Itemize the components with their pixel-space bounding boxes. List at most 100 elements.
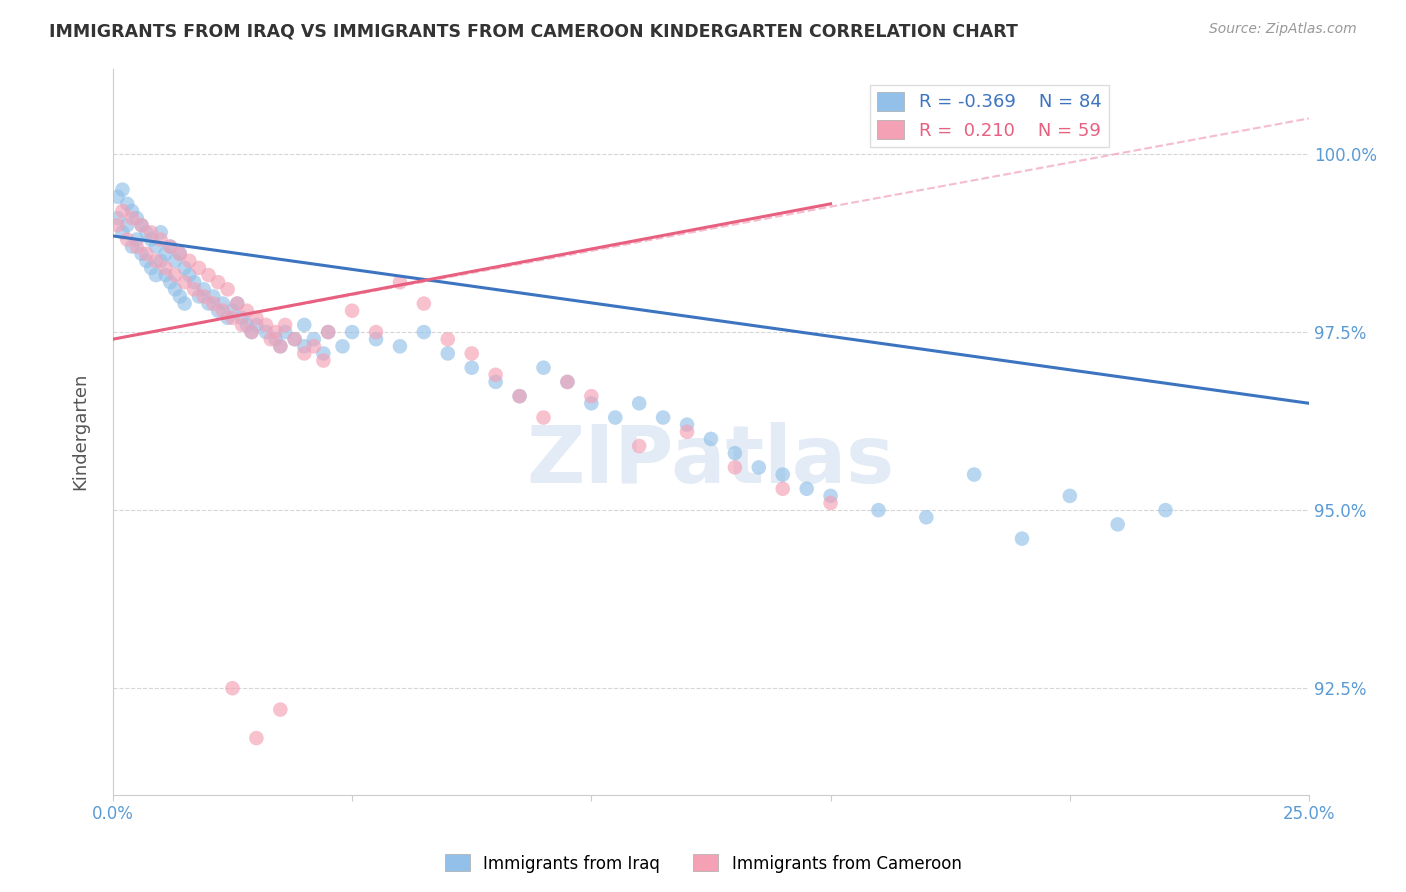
- Point: [111, 204, 134, 219]
- Point: [245, 310, 267, 325]
- Point: [412, 296, 434, 310]
- Point: [236, 318, 259, 332]
- Point: [628, 439, 651, 453]
- Point: [274, 318, 297, 332]
- Point: [581, 389, 603, 403]
- Point: [254, 325, 277, 339]
- Point: [533, 360, 555, 375]
- Point: [963, 467, 986, 482]
- Point: [183, 282, 205, 296]
- Point: [179, 268, 201, 282]
- Point: [820, 489, 842, 503]
- Point: [212, 296, 235, 310]
- Point: [135, 225, 157, 239]
- Point: [107, 218, 129, 232]
- Point: [1059, 489, 1081, 503]
- Point: [1154, 503, 1177, 517]
- Point: [202, 289, 225, 303]
- Point: [628, 396, 651, 410]
- Point: [149, 253, 172, 268]
- Point: [107, 211, 129, 226]
- Point: [121, 204, 143, 219]
- Point: [605, 410, 627, 425]
- Text: Source: ZipAtlas.com: Source: ZipAtlas.com: [1209, 22, 1357, 37]
- Point: [292, 339, 315, 353]
- Point: [292, 346, 315, 360]
- Point: [183, 275, 205, 289]
- Point: [125, 232, 148, 246]
- Point: [240, 325, 263, 339]
- Point: [1107, 517, 1129, 532]
- Y-axis label: Kindergarten: Kindergarten: [72, 373, 89, 491]
- Point: [165, 253, 187, 268]
- Point: [1011, 532, 1033, 546]
- Point: [217, 282, 239, 296]
- Point: [724, 446, 747, 460]
- Point: [796, 482, 818, 496]
- Point: [115, 232, 138, 246]
- Point: [165, 268, 187, 282]
- Point: [125, 239, 148, 253]
- Point: [149, 225, 172, 239]
- Legend: Immigrants from Iraq, Immigrants from Cameroon: Immigrants from Iraq, Immigrants from Ca…: [437, 847, 969, 880]
- Point: [139, 232, 162, 246]
- Point: [302, 332, 325, 346]
- Point: [557, 375, 579, 389]
- Point: [169, 246, 191, 260]
- Point: [139, 225, 162, 239]
- Text: ZIPatlas: ZIPatlas: [527, 422, 896, 500]
- Point: [155, 260, 177, 275]
- Point: [173, 296, 195, 310]
- Point: [581, 396, 603, 410]
- Point: [868, 503, 890, 517]
- Point: [436, 332, 458, 346]
- Point: [197, 268, 219, 282]
- Point: [231, 310, 253, 325]
- Point: [461, 346, 484, 360]
- Point: [188, 289, 211, 303]
- Point: [107, 190, 129, 204]
- Point: [316, 325, 339, 339]
- Point: [155, 246, 177, 260]
- Point: [388, 339, 411, 353]
- Point: [652, 410, 675, 425]
- Point: [772, 482, 794, 496]
- Point: [169, 246, 191, 260]
- Point: [509, 389, 531, 403]
- Point: [193, 289, 215, 303]
- Point: [676, 425, 699, 439]
- Point: [131, 218, 153, 232]
- Point: [115, 218, 138, 232]
- Point: [111, 225, 134, 239]
- Point: [245, 731, 267, 745]
- Point: [226, 296, 249, 310]
- Point: [316, 325, 339, 339]
- Point: [461, 360, 484, 375]
- Point: [212, 303, 235, 318]
- Point: [274, 325, 297, 339]
- Point: [135, 253, 157, 268]
- Point: [388, 275, 411, 289]
- Point: [221, 681, 243, 696]
- Point: [207, 303, 229, 318]
- Point: [264, 325, 287, 339]
- Point: [820, 496, 842, 510]
- Point: [292, 318, 315, 332]
- Point: [284, 332, 307, 346]
- Point: [340, 325, 363, 339]
- Point: [269, 339, 291, 353]
- Point: [236, 303, 259, 318]
- Point: [748, 460, 770, 475]
- Point: [245, 318, 267, 332]
- Point: [139, 260, 162, 275]
- Point: [131, 246, 153, 260]
- Point: [724, 460, 747, 475]
- Point: [412, 325, 434, 339]
- Point: [217, 310, 239, 325]
- Point: [159, 275, 181, 289]
- Point: [202, 296, 225, 310]
- Point: [155, 268, 177, 282]
- Point: [254, 318, 277, 332]
- Point: [207, 275, 229, 289]
- Point: [159, 239, 181, 253]
